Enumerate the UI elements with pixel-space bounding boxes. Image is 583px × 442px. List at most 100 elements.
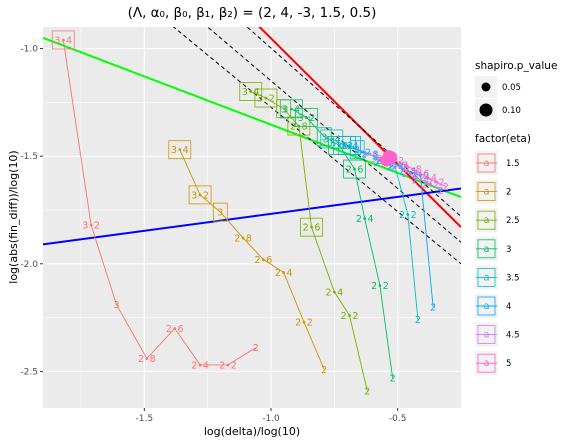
point-label: 2•2	[399, 210, 417, 221]
point-label: 2	[415, 315, 421, 326]
legend-color-key-glyph: a	[484, 301, 490, 312]
point-label: 3•4	[323, 134, 341, 145]
series-3: 3•43•232•82•62•42•22	[279, 99, 396, 384]
series-line	[250, 91, 368, 391]
x-axis: -1.5 -1.0 -0.5	[136, 408, 407, 424]
chart-title: (Λ, α₀, β₀, β₁, β₂) = (2, 4, -3, 1.5, 0.…	[128, 5, 377, 21]
point-label: 2•2	[427, 177, 445, 188]
point-label: 2•4	[356, 214, 374, 225]
y-tick-label: -1.5	[20, 152, 38, 162]
legend-color-key-glyph: a	[484, 158, 490, 169]
point-label: 3•2	[298, 113, 316, 124]
legend-color-key-glyph: a	[484, 215, 490, 226]
legend-size-title: shapiro.p_value	[475, 60, 557, 72]
point-label: 3•2	[191, 190, 209, 201]
legend-color-label: 4	[506, 302, 511, 312]
point-label: 2	[430, 302, 436, 313]
point-label: 3•2	[336, 141, 354, 152]
point-label: 2•2	[371, 281, 389, 292]
point-label: 3	[372, 152, 378, 163]
point-label: 3	[281, 104, 287, 115]
legend-size-key	[481, 82, 491, 92]
point-label: 2•8	[290, 122, 308, 133]
legend-color: factor(eta) a 1.5 a 2 a 2.5 a 3 a 3.5 a 4 a 4.5 a 5	[475, 133, 531, 376]
point-label: 3•4	[341, 141, 359, 152]
x-axis-title: log(delta)/log(10)	[204, 425, 300, 438]
point-label: 2•2	[422, 180, 440, 191]
point-label: 2•4	[419, 173, 437, 184]
reference-line	[43, 187, 461, 246]
point-label: 2	[253, 343, 259, 354]
point-label: 3•4	[361, 150, 379, 161]
point-label: 2•8	[234, 233, 252, 244]
legend-color-label: 2	[506, 188, 511, 198]
point-label-box	[212, 202, 228, 222]
point-label: 2•6	[166, 324, 184, 335]
point-label: 2•4	[412, 175, 430, 186]
legend-size: shapiro.p_value 0.05 0.10	[475, 60, 557, 121]
point-label: 2•8	[391, 162, 409, 173]
series-2: 3•43•232•82•62•42•22	[168, 140, 327, 376]
point-label: 3	[113, 300, 119, 311]
point-label: 2•4	[386, 162, 404, 173]
legend-color-key-glyph: a	[484, 272, 490, 283]
point-label: 3•4	[282, 104, 300, 115]
reference-line	[172, 27, 461, 265]
legend-size-label: 0.05	[502, 83, 521, 93]
point-label: 2•6	[255, 255, 273, 266]
legend-color-label: 2.5	[506, 216, 520, 226]
y-tick-label: -1.0	[20, 45, 38, 55]
point-label: 2	[438, 186, 444, 197]
point-label-box	[295, 108, 318, 127]
y-tick-label: -2.5	[20, 367, 38, 377]
y-tick-label: -2.0	[20, 260, 38, 270]
point-label-box	[349, 140, 365, 160]
x-tick-label: -1.0	[262, 414, 280, 424]
point-label: 3•2	[257, 94, 275, 105]
x-tick-label: -0.5	[389, 414, 407, 424]
point-label: 2•8	[361, 150, 379, 161]
point-label: 2•4	[191, 360, 209, 371]
legend-color-key-glyph: a	[484, 330, 490, 341]
point-label: 2•4	[275, 268, 293, 279]
point-label: 3•4	[242, 87, 260, 98]
point-label: 2•2	[412, 171, 430, 182]
point-label-box	[338, 135, 361, 155]
legend-color-label: 4.5	[506, 331, 520, 341]
point-label: 3•2	[353, 147, 371, 158]
legend-color-label: 1.5	[506, 159, 520, 169]
point-label: 2•8	[138, 354, 156, 365]
point-label: 3•4	[54, 35, 72, 46]
reference-line	[206, 27, 461, 243]
legend-color-label: 3.5	[506, 273, 520, 283]
point-label: 3	[354, 145, 360, 156]
point-label: 3	[402, 160, 408, 171]
legend-size-label: 0.10	[502, 106, 521, 116]
reference-line	[43, 36, 461, 198]
legend-color-key-glyph: a	[484, 358, 490, 369]
series-1.5: 3•4 3•2 3 2•8 2•6 2•4 2•2 2	[51, 30, 259, 371]
point-label-box	[51, 30, 75, 50]
x-tick-label: -1.5	[136, 414, 154, 424]
point-label: 2	[321, 365, 327, 376]
point-label: 2	[443, 182, 449, 193]
point-label-box	[320, 129, 344, 149]
point-label: 3	[321, 132, 327, 143]
point-label: 3•4	[171, 145, 189, 156]
legend-color-key-glyph: a	[484, 187, 490, 198]
point-label: 2	[390, 373, 396, 384]
point-label-box	[254, 88, 278, 108]
point-label: 3•2	[82, 221, 100, 232]
series-line	[331, 138, 419, 320]
series-line	[179, 149, 325, 370]
point-label: 2•6	[401, 169, 419, 180]
series-4.5: 3•43•232•82•62•42•22	[361, 150, 444, 198]
legend-color-label: 5	[506, 359, 511, 369]
point-label-box	[300, 217, 323, 237]
legend-color-label: 3	[506, 245, 511, 255]
series-line	[384, 157, 446, 187]
legend-size-key	[479, 103, 493, 117]
point-label: 2•6	[303, 223, 321, 234]
legend-color-key-glyph: a	[484, 244, 490, 255]
